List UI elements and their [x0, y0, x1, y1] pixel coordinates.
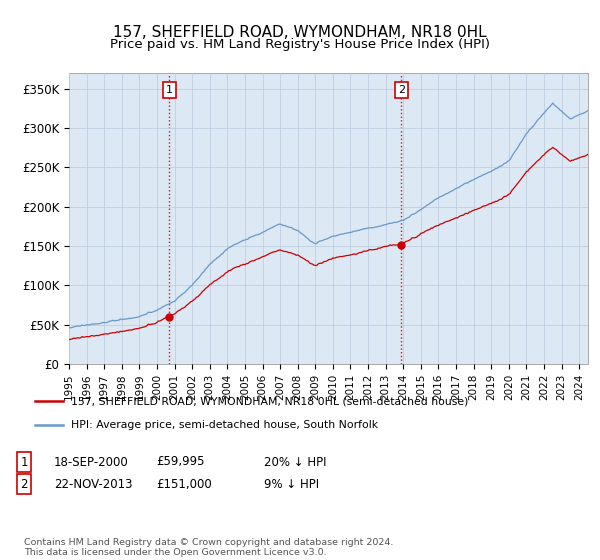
Text: £151,000: £151,000: [156, 478, 212, 491]
Text: 1: 1: [20, 455, 28, 469]
Text: Price paid vs. HM Land Registry's House Price Index (HPI): Price paid vs. HM Land Registry's House …: [110, 38, 490, 51]
Text: 18-SEP-2000: 18-SEP-2000: [54, 455, 129, 469]
Text: 20% ↓ HPI: 20% ↓ HPI: [264, 455, 326, 469]
Text: 9% ↓ HPI: 9% ↓ HPI: [264, 478, 319, 491]
Text: 1: 1: [166, 85, 173, 95]
Text: £59,995: £59,995: [156, 455, 205, 469]
Text: HPI: Average price, semi-detached house, South Norfolk: HPI: Average price, semi-detached house,…: [71, 419, 378, 430]
Text: 2: 2: [20, 478, 28, 491]
Text: 2: 2: [398, 85, 405, 95]
Text: 22-NOV-2013: 22-NOV-2013: [54, 478, 133, 491]
Text: 157, SHEFFIELD ROAD, WYMONDHAM, NR18 0HL: 157, SHEFFIELD ROAD, WYMONDHAM, NR18 0HL: [113, 25, 487, 40]
Text: Contains HM Land Registry data © Crown copyright and database right 2024.
This d: Contains HM Land Registry data © Crown c…: [24, 538, 394, 557]
Text: 157, SHEFFIELD ROAD, WYMONDHAM, NR18 0HL (semi-detached house): 157, SHEFFIELD ROAD, WYMONDHAM, NR18 0HL…: [71, 396, 468, 407]
